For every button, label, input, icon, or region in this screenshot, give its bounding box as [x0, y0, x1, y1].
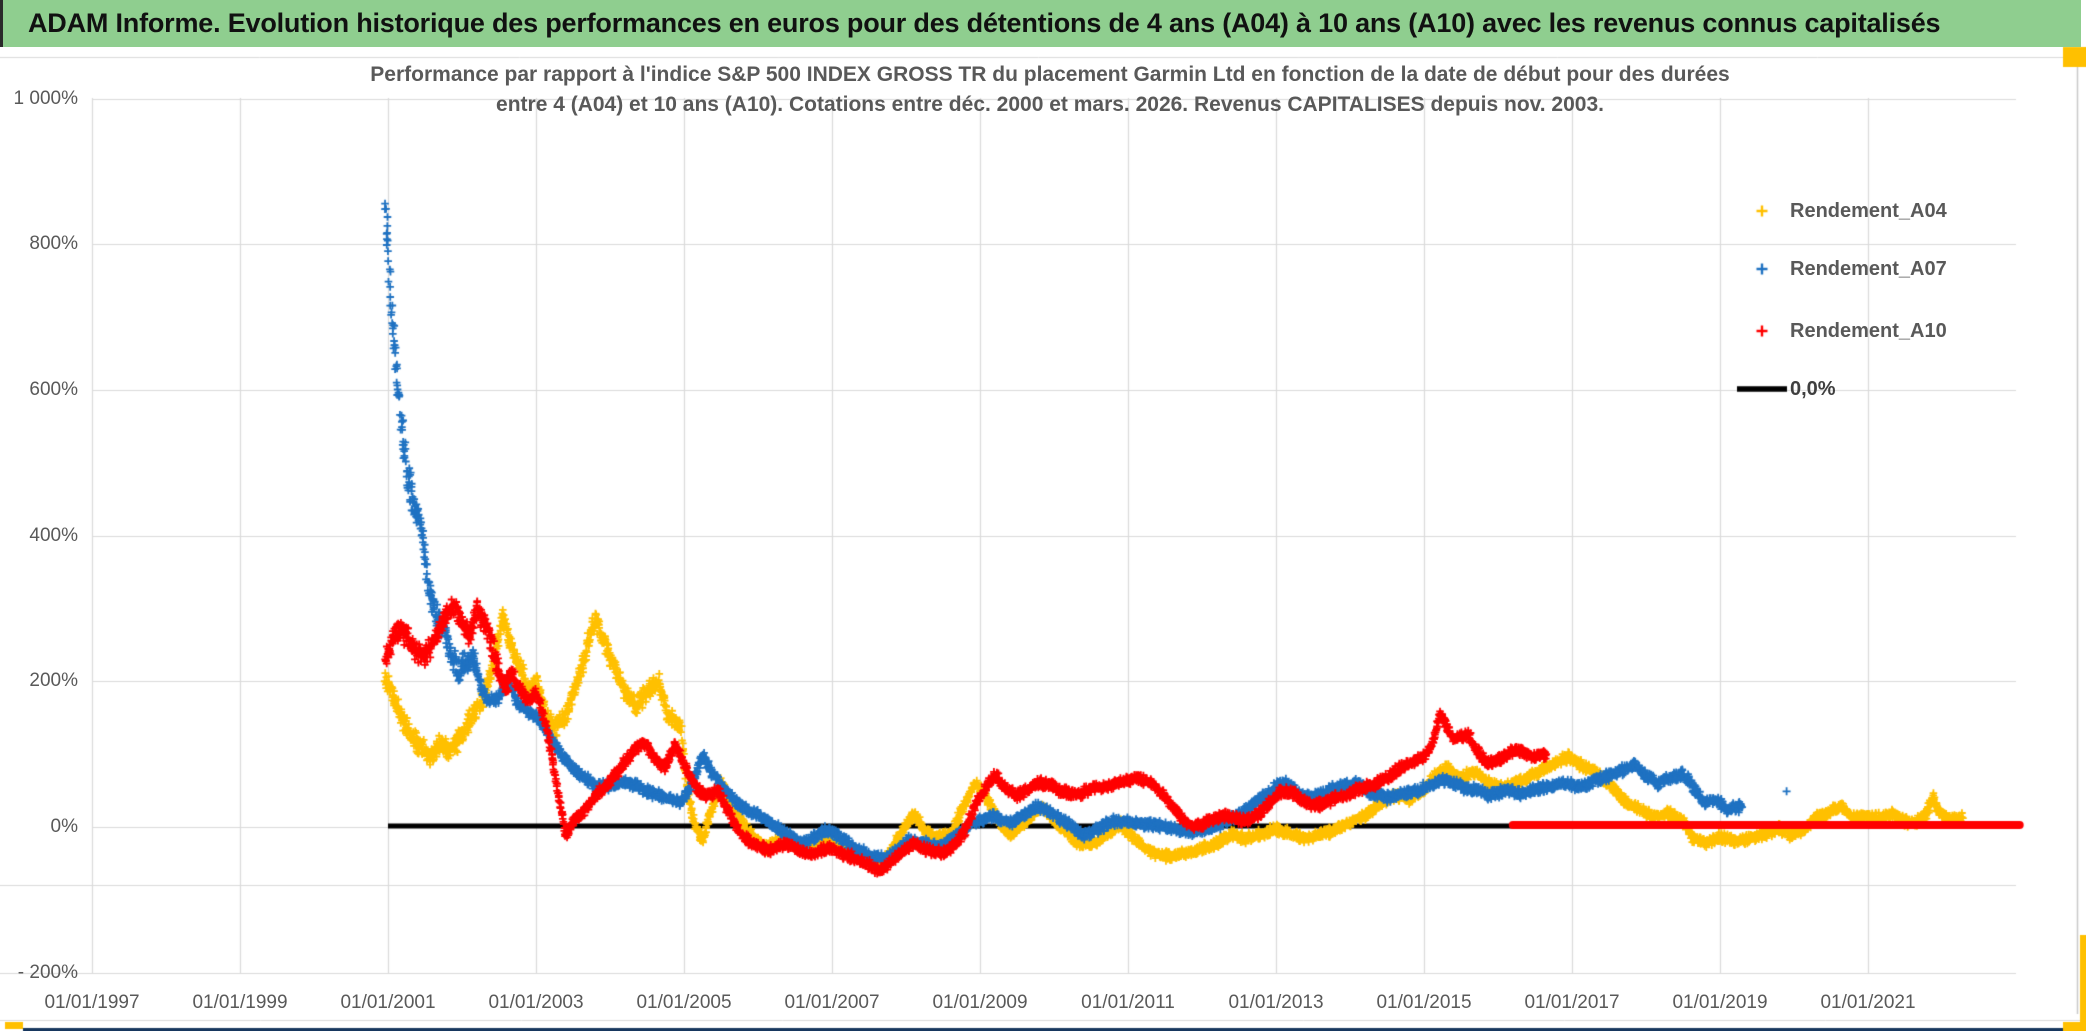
- x-axis-tick-label: 01/01/2017: [1524, 992, 1620, 1013]
- y-axis-tick-label: 200%: [29, 670, 78, 691]
- x-axis-tick-label: 01/01/1999: [192, 992, 288, 1013]
- legend-item-0-0-: 0,0%: [1790, 378, 1836, 400]
- chart-title: Performance par rapport à l'indice S&P 5…: [100, 60, 2000, 120]
- x-axis-tick-label: 01/01/2009: [932, 992, 1028, 1013]
- x-axis-tick-label: 01/01/2003: [488, 992, 584, 1013]
- report-header: ADAM Informe. Evolution historique des p…: [0, 0, 2081, 47]
- y-axis-tick-label: 400%: [29, 525, 78, 546]
- y-axis-tick-label: 0%: [50, 816, 78, 837]
- y-axis-tick-label: 600%: [29, 379, 78, 400]
- legend-item-rendement-a10: Rendement_A10: [1790, 320, 1947, 342]
- window-left-edge: [0, 0, 3, 47]
- report-title: ADAM Informe. Evolution historique des p…: [28, 8, 1941, 38]
- chart-title-line1: Performance par rapport à l'indice S&P 5…: [370, 63, 1730, 86]
- x-axis-tick-label: 01/01/2007: [784, 992, 880, 1013]
- y-axis-tick-label: 1 000%: [13, 88, 78, 109]
- x-axis-tick-label: 01/01/2001: [340, 992, 436, 1013]
- x-axis-tick-label: 01/01/2019: [1672, 992, 1768, 1013]
- legend-item-rendement-a07: Rendement_A07: [1790, 258, 1947, 280]
- y-axis-tick-label: - 200%: [17, 962, 78, 983]
- x-axis-tick-label: 01/01/2011: [1081, 992, 1175, 1013]
- x-axis-tick-label: 01/01/2005: [636, 992, 732, 1013]
- x-axis-tick-label: 01/01/2013: [1228, 992, 1324, 1013]
- y-axis-tick-label: 800%: [29, 233, 78, 254]
- legend-item-rendement-a04: Rendement_A04: [1790, 200, 1947, 222]
- chart-title-line2: entre 4 (A04) et 10 ans (A10). Cotations…: [496, 93, 1604, 116]
- x-axis-tick-label: 01/01/2015: [1376, 992, 1472, 1013]
- x-axis-tick-label: 01/01/1997: [44, 992, 140, 1013]
- x-axis-tick-label: 01/01/2021: [1820, 992, 1916, 1013]
